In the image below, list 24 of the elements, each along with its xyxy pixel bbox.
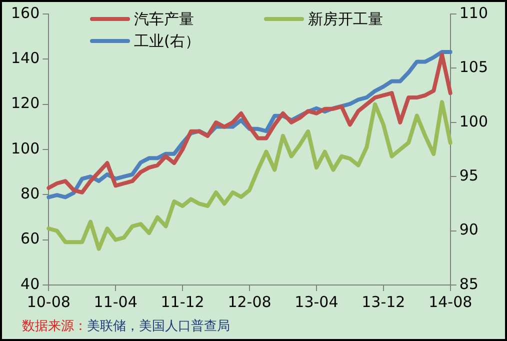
x-tick-label: 13-12: [362, 292, 406, 311]
y-tick-label: 160: [10, 4, 40, 22]
legend-label: 汽车产量: [134, 10, 194, 28]
y2-tick-label: 85: [459, 274, 478, 293]
y2-tick-label: 90: [459, 220, 478, 239]
source-note: 数据来源：美联储，美国人口普查局: [22, 319, 230, 334]
x-tick-label: 11-12: [160, 292, 204, 311]
x-tick-label: 12-08: [228, 292, 272, 311]
y-tick-label: 40: [20, 274, 40, 293]
legend-label: 新房开工量: [308, 10, 383, 28]
y-tick-label: 80: [20, 184, 40, 203]
x-tick-label: 14-08: [428, 292, 472, 311]
y-tick-label: 120: [10, 94, 40, 112]
legend-label: 工业(右）: [134, 32, 200, 50]
x-tick-label: 11-04: [94, 292, 138, 311]
y-tick-label: 60: [20, 230, 40, 248]
y2-tick-label: 110: [459, 4, 488, 22]
y-tick-label: 140: [10, 49, 40, 68]
x-tick-label: 10-08: [26, 292, 70, 311]
x-tick-label: 13-04: [294, 292, 338, 311]
y2-tick-label: 105: [459, 58, 488, 76]
y2-tick-label: 100: [459, 112, 488, 130]
y2-tick-label: 95: [459, 166, 478, 184]
y-tick-label: 100: [10, 139, 40, 158]
